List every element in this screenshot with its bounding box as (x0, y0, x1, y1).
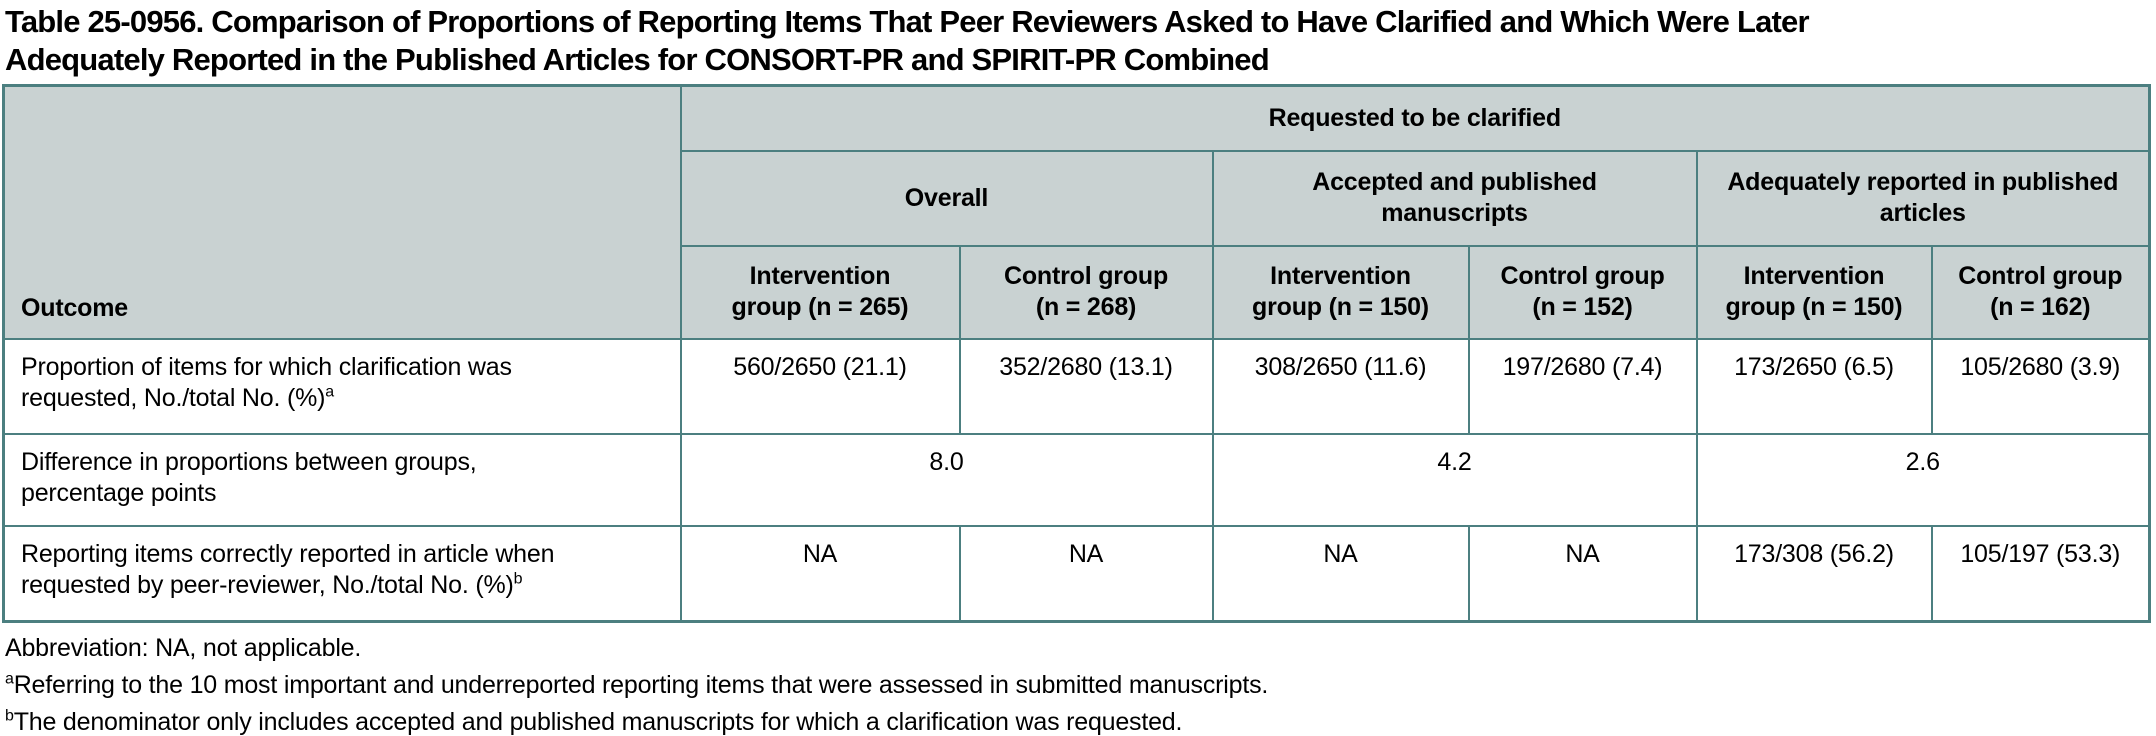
col-header-line: Control group (1003, 262, 1169, 290)
col-header-intervention-accepted: Intervention group (n = 150) (1211, 244, 1470, 340)
col-header-line: (n = 162) (1990, 293, 2091, 321)
abbreviation-note: Abbreviation: NA, not applicable. (5, 634, 362, 662)
value-cell: 560/2650 (21.1) (679, 337, 961, 435)
footnote-a-text: Referring to the 10 most important and u… (13, 671, 1269, 699)
row-label-line: Proportion of items for which clarificat… (21, 352, 512, 381)
footnote-marker-a: a (325, 383, 334, 401)
row-label-correctly-reported: Reporting items correctly reported in ar… (2, 524, 682, 623)
footnote-a-marker: a (5, 670, 14, 688)
group-header-overall: Overall (679, 149, 1214, 247)
page-title: Table 25-0956. Comparison of Proportions… (5, 3, 1810, 79)
col-header-line: Intervention (749, 262, 891, 290)
footnote-b-marker: b (5, 707, 14, 725)
col-header-control-overall: Control group (n = 268) (958, 244, 1214, 340)
col-header-line: (n = 152) (1532, 293, 1633, 321)
group-header-accepted-published: Accepted and published manuscripts (1211, 149, 1698, 247)
footnotes: Abbreviation: NA, not applicable. aRefer… (5, 634, 1268, 736)
group-header-accepted-line2: manuscripts (1381, 199, 1528, 227)
footnote-a: aReferring to the 10 most important and … (5, 671, 1268, 699)
value-cell-merged: 4.2 (1211, 432, 1698, 527)
span-header-requested-to-be-clarified: Requested to be clarified (679, 84, 2151, 152)
col-header-control-adequate: Control group (n = 162) (1930, 244, 2151, 340)
footnote-b-text: The denominator only includes accepted a… (13, 708, 1183, 736)
value-cell: NA (1467, 524, 1698, 623)
results-table: Outcome Requested to be clarified Overal… (2, 84, 2152, 623)
table-row-correctly-reported: Reporting items correctly reported in ar… (2, 524, 2151, 623)
col-header-line: Control group (1500, 262, 1665, 290)
value-cell: 173/308 (56.2) (1695, 524, 1933, 623)
header-row-span: Outcome Requested to be clarified (2, 84, 2151, 340)
row-label-line: Reporting items correctly reported in ar… (21, 539, 555, 568)
header-row-groups: Overall Accepted and published manuscrip… (4, 149, 2151, 247)
group-header-overall-line1: Overall (904, 183, 989, 212)
col-header-line: group (n = 265) (731, 293, 909, 321)
footnote-b: bThe denominator only includes accepted … (5, 708, 1268, 736)
footnote-marker-b: b (513, 570, 523, 588)
value-cell: 105/2680 (3.9) (1930, 337, 2151, 435)
title-line-2: Adequately Reported in the Published Art… (5, 42, 1270, 77)
col-header-line: Control group (1958, 262, 2123, 290)
title-line-1: Table 25-0956. Comparison of Proportions… (5, 4, 1810, 39)
col-header-line: Intervention (1270, 262, 1411, 290)
value-cell: 173/2650 (6.5) (1695, 337, 1933, 435)
group-header-adequate-line2: articles (1879, 199, 1966, 227)
table-row-difference-proportions: Difference in proportions between groups… (2, 432, 2151, 527)
row-label-line: requested by peer-reviewer, No./total No… (21, 570, 666, 601)
value-cell-merged: 8.0 (679, 432, 1214, 527)
header-row-columns: Intervention group (n = 265) Control gro… (4, 244, 2151, 340)
row-label-proportion-clarified: Proportion of items for which clarificat… (2, 337, 682, 435)
col-header-line: group (n = 150) (1252, 293, 1429, 321)
group-header-adequately-reported: Adequately reported in published article… (1695, 149, 2151, 247)
value-cell: NA (1211, 524, 1470, 623)
table-row-proportion-clarified: Proportion of items for which clarificat… (2, 337, 2151, 435)
value-cell: NA (958, 524, 1214, 623)
group-header-accepted-line1: Accepted and published (1312, 168, 1597, 196)
col-header-intervention-adequate: Intervention group (n = 150) (1695, 244, 1933, 340)
value-cell: 197/2680 (7.4) (1467, 337, 1698, 435)
row-label-line: Difference in proportions between groups… (21, 447, 477, 476)
value-cell: 352/2680 (13.1) (958, 337, 1214, 435)
col-header-control-accepted: Control group (n = 152) (1467, 244, 1698, 340)
value-cell: 308/2650 (11.6) (1211, 337, 1470, 435)
value-cell: 105/197 (53.3) (1930, 524, 2151, 623)
row-label-text: requested, No./total No. (%) (21, 383, 326, 412)
value-cell-merged: 2.6 (1695, 432, 2151, 527)
row-label-text: requested by peer-reviewer, No./total No… (21, 570, 514, 599)
col-header-intervention-overall: Intervention group (n = 265) (679, 244, 961, 340)
row-label-difference-proportions: Difference in proportions between groups… (2, 432, 682, 527)
outcome-column-header: Outcome (2, 84, 682, 340)
col-header-line: Intervention (1743, 262, 1885, 290)
col-header-line: group (n = 150) (1725, 293, 1903, 321)
col-header-line: (n = 268) (1035, 293, 1137, 321)
group-header-adequate-line1: Adequately reported in published (1727, 168, 2119, 196)
row-label-line: requested, No./total No. (%)a (21, 383, 666, 414)
value-cell: NA (679, 524, 961, 623)
row-label-line: percentage points (21, 478, 217, 507)
